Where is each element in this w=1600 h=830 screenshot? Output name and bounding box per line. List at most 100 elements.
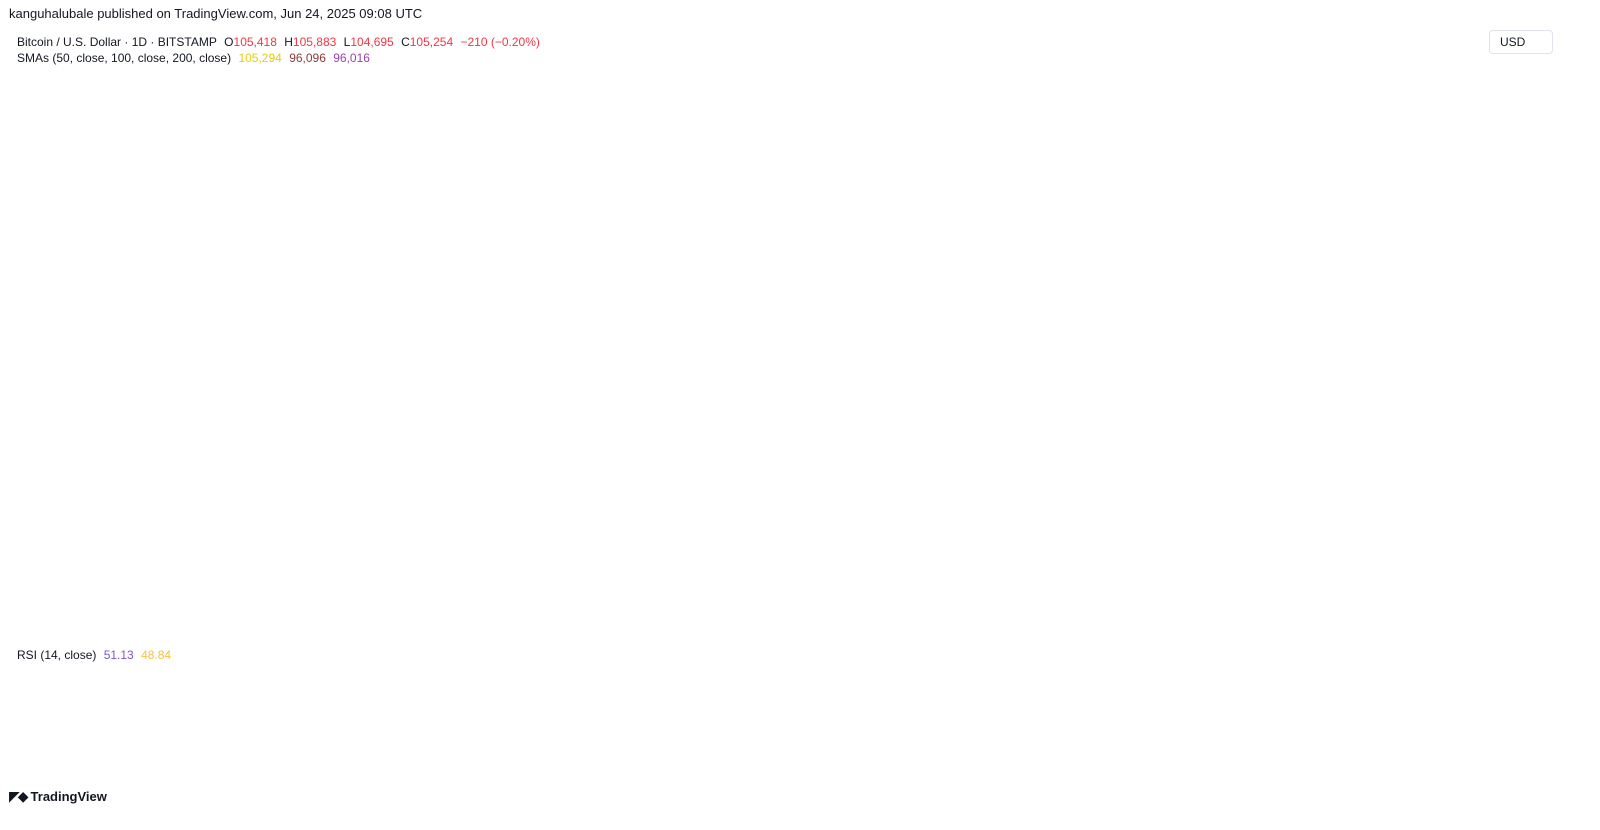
candle-body (755, 524, 759, 527)
candle-body (538, 331, 543, 333)
candle-body (688, 442, 692, 499)
candle-body (827, 477, 832, 482)
price-tag-bg (1487, 383, 1553, 400)
candle-body (497, 318, 502, 342)
candle-body (842, 499, 847, 524)
candle-body (209, 399, 213, 414)
candle-body (858, 519, 862, 545)
candle-body (404, 362, 409, 368)
change-value: −210 (−0.20%) (460, 35, 540, 49)
candle-body (595, 373, 600, 388)
price-tag-label: 96,096 (1502, 385, 1539, 399)
candle-body (678, 445, 682, 469)
candle-body (1234, 320, 1239, 335)
price-tag-bg (1487, 280, 1553, 297)
candle-body (131, 450, 136, 456)
candle-body (59, 643, 64, 645)
candle-body (1028, 351, 1032, 358)
candle-body (775, 502, 780, 514)
target-arrowhead (1306, 68, 1322, 78)
time-tick-label: Apr (841, 759, 860, 773)
candle-body (121, 481, 126, 514)
candle-body (765, 516, 770, 531)
candle-body (1007, 371, 1012, 380)
candle-body (240, 377, 244, 387)
candle-body (188, 390, 193, 420)
cross-pointer-line (1277, 391, 1284, 451)
rsi-line (40, 646, 1283, 744)
time-tick-label: 2025 (373, 759, 400, 773)
candle-body (837, 484, 842, 500)
candle-body (1280, 317, 1285, 325)
candle-body (116, 513, 121, 520)
time-tick-label: Jul (1311, 759, 1326, 773)
candle-body (1090, 315, 1094, 321)
candle-body (1049, 321, 1053, 323)
flag-channel-fill (1112, 268, 1293, 372)
rsi-tick-label: 60.00 (1503, 673, 1533, 687)
rsi-tag-bg (1487, 697, 1553, 714)
currency-button[interactable]: USD (1489, 30, 1553, 54)
candle-body (1229, 320, 1233, 325)
candle-body (786, 492, 790, 508)
candle-body (265, 390, 270, 409)
candle-body (1265, 340, 1270, 351)
close-label: C (401, 35, 410, 49)
price-tag-label: 144,250 (1498, 59, 1542, 73)
candle-body (1069, 320, 1074, 332)
candle-body (966, 399, 971, 405)
publisher-line: kanguhalubale published on TradingView.c… (9, 6, 423, 21)
candle-body (317, 326, 321, 364)
candle-body (1074, 329, 1079, 332)
candle-body (152, 417, 157, 425)
candle-body (935, 495, 940, 503)
candle-body (173, 367, 177, 394)
candle-body (507, 348, 512, 354)
candle-body (1012, 370, 1017, 372)
candle-body (389, 376, 394, 412)
price-tag-label: 105,294 (1498, 311, 1542, 325)
candle-body (760, 524, 765, 531)
candle-body (451, 378, 455, 389)
candle-body (590, 366, 595, 388)
candle-body (832, 481, 837, 485)
rsi-tick-label: 80.00 (1503, 641, 1533, 655)
sma50-line (194, 317, 1282, 636)
price-tag-countdown: 14:51:57 (1497, 326, 1544, 340)
candle-body (492, 318, 497, 320)
candle-body (1018, 364, 1022, 371)
candle-body (348, 396, 352, 407)
candle-body (982, 389, 986, 403)
candle-body (229, 378, 234, 406)
candle-body (410, 354, 414, 368)
candle-body (106, 543, 110, 568)
candle-body (461, 342, 466, 367)
candle-body (940, 493, 945, 496)
candle-body (672, 432, 677, 446)
candle-body (95, 588, 100, 592)
candle-body (1239, 311, 1244, 335)
price-tick-label: 128,000 (1496, 155, 1540, 169)
candle-body (662, 390, 667, 402)
candle-body (1188, 325, 1192, 337)
candle-body (987, 389, 991, 407)
candle-body (296, 318, 301, 332)
drop-measure-label: −35,073 (−32.07%) −35,073 (594, 615, 744, 629)
candle-body (878, 557, 883, 567)
candle-body (162, 389, 167, 391)
candle-body (80, 601, 84, 614)
lightning-glyph: ⚡ (1267, 598, 1274, 609)
candle-body (147, 424, 151, 437)
drop-measure-box (484, 288, 876, 602)
candle-body (889, 556, 893, 580)
rsi-ma-line (40, 660, 1281, 718)
candle-body (863, 534, 868, 545)
candle-body (111, 519, 115, 544)
flag-event-icon (1278, 618, 1296, 636)
candle-body (956, 422, 960, 462)
candle-body (853, 512, 857, 520)
price-tick-label: 136,000 (1496, 106, 1540, 120)
time-tick-label: Aug (1468, 759, 1489, 773)
price-tick-label: 77,000 (1500, 562, 1537, 576)
